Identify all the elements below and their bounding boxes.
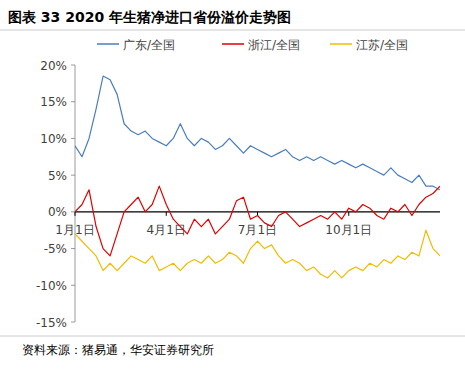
y-tick: [71, 211, 75, 212]
legend-label: 浙江/全国: [248, 38, 300, 52]
x-tick: [75, 212, 76, 216]
chart: 图表 33 2020 年生猪净进口省份溢价走势图广东/全国 浙江/全国 江苏/全国 -…: [0, 0, 465, 371]
title-rule: [0, 30, 465, 31]
series-line: [75, 76, 440, 190]
y-tick-label: -5%: [44, 242, 67, 256]
plot-area: [75, 76, 440, 278]
y-tick-label: 0%: [48, 205, 67, 219]
y-axis-line: [75, 65, 76, 322]
legend-swatch: [330, 43, 352, 45]
x-axis: 1月1日4月1日7月1日10月1日: [55, 212, 440, 237]
y-tick: [71, 285, 75, 286]
x-tick-label: 10月1日: [325, 223, 372, 237]
y-tick: [71, 65, 75, 66]
source-rule: [0, 336, 465, 337]
legend-label: 广东/全国: [123, 38, 175, 52]
legend-label: 江苏/全国: [356, 38, 408, 52]
y-tick-label: 10%: [40, 132, 67, 146]
x-tick-label: 7月1日: [238, 223, 277, 237]
y-tick: [71, 175, 75, 176]
source: 资料来源：猪易通，华安证券研究所: [22, 343, 214, 357]
x-tick: [348, 212, 349, 216]
legend-swatch: [97, 43, 119, 45]
y-tick: [71, 138, 75, 139]
y-tick-label: -10%: [36, 279, 67, 293]
legend: 广东/全国 浙江/全国 江苏/全国: [97, 38, 408, 52]
title: 图表 33 2020 年生猪净进口省份溢价走势图: [8, 9, 291, 25]
y-axis: -15% -10% -5% 0% 5% 10% 15% 20%: [36, 59, 75, 330]
y-tick-label: -15%: [36, 316, 67, 330]
series-line: [75, 186, 440, 256]
y-tick: [71, 322, 75, 323]
x-tick-label: 4月1日: [147, 223, 186, 237]
y-tick: [71, 101, 75, 102]
y-tick-label: 20%: [40, 59, 67, 73]
y-tick-label: 5%: [48, 169, 67, 183]
y-tick-label: 15%: [40, 95, 67, 109]
series-line: [75, 230, 440, 278]
x-tick: [166, 212, 167, 216]
legend-swatch: [222, 43, 244, 45]
y-tick: [71, 248, 75, 249]
